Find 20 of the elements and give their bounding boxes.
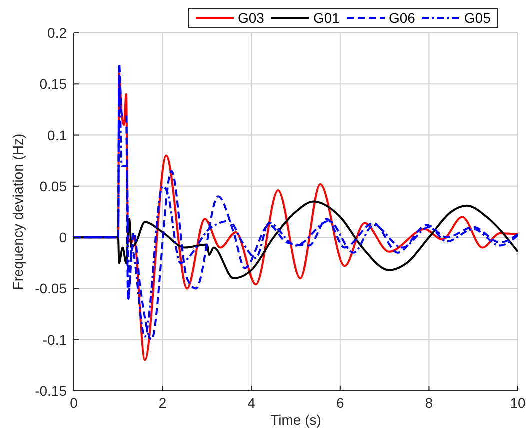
x-tick-label: 10 <box>510 394 526 411</box>
x-tick-label: 2 <box>158 394 167 411</box>
x-tick-label: 4 <box>248 394 256 411</box>
y-tick-label: 0.05 <box>40 178 68 194</box>
x-tick-label: 8 <box>425 394 434 411</box>
x-tick-label: 6 <box>336 394 344 411</box>
y-tick-label: 0.2 <box>48 24 68 41</box>
x-axis-title: Time (s) <box>270 412 322 428</box>
legend-label: G03 <box>238 10 264 26</box>
y-tick-label: -0.05 <box>35 280 68 297</box>
x-tick-label: 0 <box>70 394 78 411</box>
y-tick-label: 0.1 <box>48 127 68 144</box>
y-tick-label: -0.15 <box>35 382 68 399</box>
y-tick-label: 0.15 <box>40 76 68 92</box>
y-tick-label: -0.1 <box>42 332 68 348</box>
legend-label: G01 <box>313 10 340 26</box>
y-axis-title: Frequency deviation (Hz) <box>10 134 26 290</box>
legend-label: G05 <box>464 10 491 26</box>
legend-label: G06 <box>388 10 416 26</box>
y-tick-label: 0 <box>59 230 68 246</box>
